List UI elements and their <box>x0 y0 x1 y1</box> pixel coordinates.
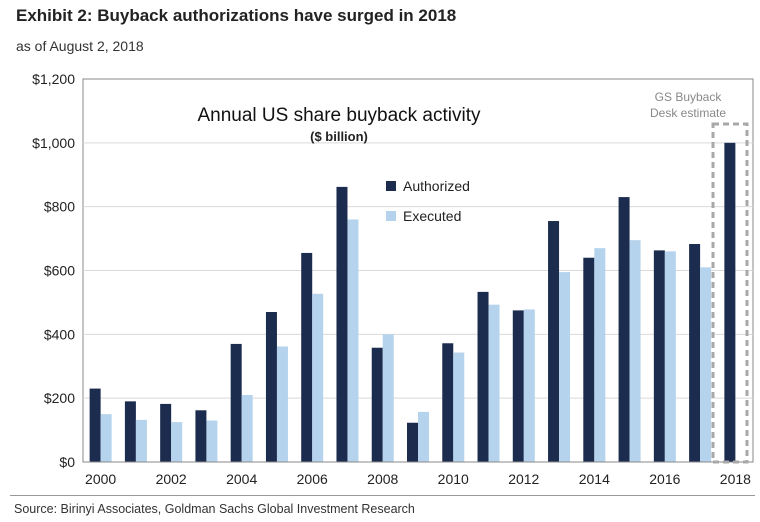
x-tick-label: 2004 <box>226 471 257 487</box>
chart-subtitle: ($ billion) <box>310 129 368 144</box>
y-tick-label: $600 <box>44 263 75 279</box>
bar-executed-2017 <box>700 267 712 462</box>
bar-authorized-2014 <box>583 257 595 462</box>
y-tick-label: $200 <box>44 390 75 406</box>
y-tick-label: $0 <box>59 454 75 470</box>
estimate-note-line1: GS Buyback <box>655 90 723 104</box>
estimate-highlight-box <box>711 122 749 464</box>
bar-executed-2011 <box>488 304 500 462</box>
chart-title: Annual US share buyback activity <box>197 105 481 126</box>
bar-executed-2008 <box>382 334 394 462</box>
bar-authorized-2016 <box>653 250 665 462</box>
bar-authorized-2018 <box>724 142 736 463</box>
y-tick-label: $400 <box>44 326 75 342</box>
footer-divider <box>10 495 755 496</box>
bar-authorized-2013 <box>548 221 560 462</box>
bar-authorized-2002 <box>160 403 172 462</box>
estimate-note-line2: Desk estimate <box>650 106 726 120</box>
bar-executed-2009 <box>418 411 429 462</box>
bar-authorized-2011 <box>477 291 489 462</box>
bar-authorized-2008 <box>371 347 383 462</box>
bar-authorized-2009 <box>407 422 418 462</box>
bar-authorized-2010 <box>442 343 454 462</box>
exhibit-subtitle: as of August 2, 2018 <box>16 38 144 54</box>
bar-executed-2006 <box>312 293 324 462</box>
bar-executed-2003 <box>206 420 218 462</box>
bar-executed-2015 <box>629 240 641 462</box>
bar-authorized-2001 <box>124 401 136 462</box>
bar-authorized-2004 <box>230 343 242 462</box>
y-tick-label: $800 <box>44 199 75 215</box>
legend-label-executed: Executed <box>403 208 461 224</box>
x-tick-label: 2014 <box>579 471 610 487</box>
bar-authorized-2007 <box>336 186 348 462</box>
bar-executed-2007 <box>347 219 359 462</box>
x-tick-label: 2018 <box>720 471 751 487</box>
y-tick-label: $1,000 <box>32 135 75 151</box>
bars <box>89 142 736 463</box>
x-tick-label: 2016 <box>649 471 680 487</box>
y-axis-ticks: $0 $200 $400 $600 $800 $1,000 $1,200 <box>32 71 75 470</box>
x-tick-label: 2008 <box>367 471 398 487</box>
bar-executed-2016 <box>664 251 676 462</box>
legend-label-authorized: Authorized <box>403 178 470 194</box>
bar-executed-2001 <box>135 419 147 462</box>
bar-executed-2005 <box>276 346 288 462</box>
bar-authorized-2012 <box>512 310 524 462</box>
bar-executed-2014 <box>594 248 606 462</box>
x-tick-label: 2002 <box>156 471 187 487</box>
gridlines <box>83 142 753 399</box>
x-tick-label: 2000 <box>85 471 116 487</box>
x-tick-label: 2006 <box>297 471 328 487</box>
y-tick-label: $1,200 <box>32 71 75 87</box>
bar-executed-2002 <box>171 422 183 462</box>
bar-executed-2004 <box>241 394 253 462</box>
bar-authorized-2017 <box>689 244 701 462</box>
bar-executed-2000 <box>100 414 112 462</box>
bar-authorized-2003 <box>195 410 207 462</box>
bar-executed-2010 <box>453 352 465 462</box>
bar-authorized-2015 <box>618 197 630 462</box>
bar-executed-2013 <box>559 272 571 462</box>
bar-authorized-2006 <box>301 252 313 462</box>
bar-authorized-2000 <box>89 388 101 462</box>
bar-executed-2012 <box>523 309 535 462</box>
exhibit-title: Exhibit 2: Buyback authorizations have s… <box>16 6 457 25</box>
x-tick-label: 2010 <box>438 471 469 487</box>
bar-authorized-2005 <box>265 311 277 462</box>
legend-swatch-authorized <box>386 181 396 191</box>
x-tick-label: 2012 <box>508 471 539 487</box>
x-axis-ticks: 2000 2002 2004 2006 2008 2010 2012 2014 2016 2018 <box>85 471 751 487</box>
source-note: Source: Birinyi Associates, Goldman Sach… <box>14 502 415 516</box>
legend-swatch-executed <box>386 211 396 221</box>
